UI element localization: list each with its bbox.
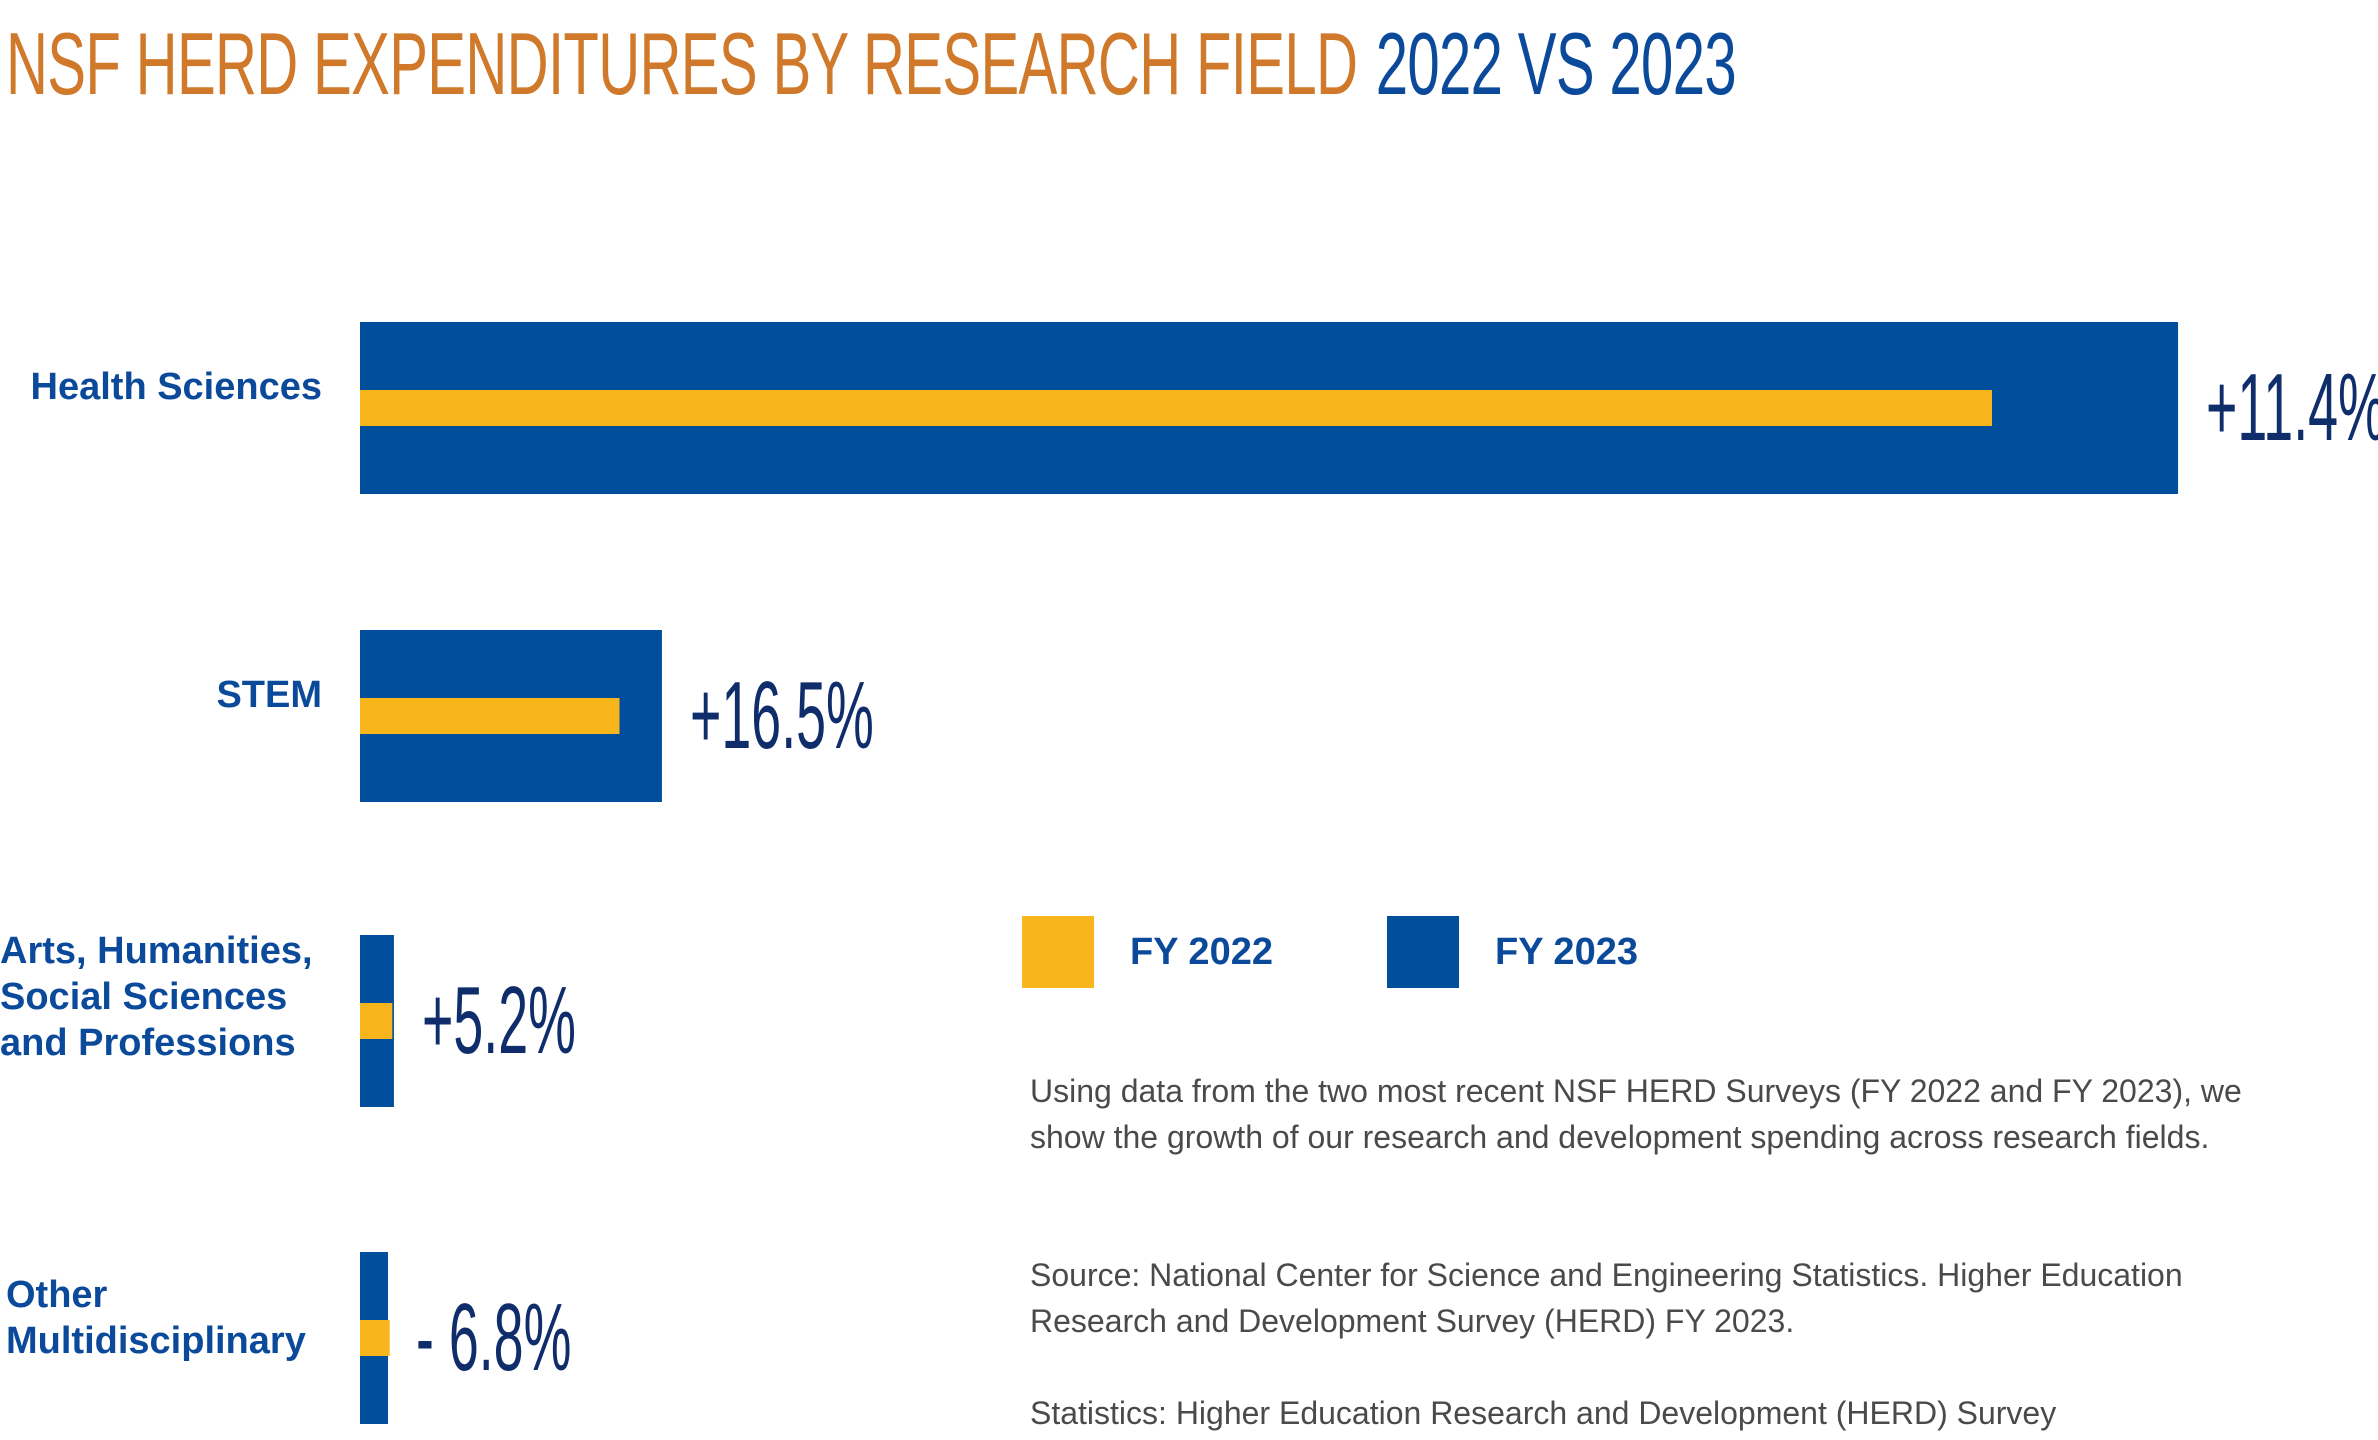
change-label-health-sciences: +11.4% (2206, 354, 2378, 461)
description-text: Using data from the two most recent NSF … (1030, 1073, 2242, 1155)
category-label-arts-humanities-social-sciences-and-professions: Arts, Humanities, Social Sciences and Prof… (0, 928, 313, 1066)
chart-title-years: 2022 VS 2023 (1375, 14, 1737, 113)
category-label-line: Other (6, 1274, 108, 1316)
statistics-text: Statistics: Higher Education Research an… (1030, 1395, 2057, 1431)
category-label-line: Arts, Humanities, (0, 930, 313, 972)
category-label-health-sciences: Health Sciences (31, 364, 322, 410)
bar-fy2022-stem (360, 698, 620, 734)
category-label-line: Health Sciences (30, 366, 322, 408)
source-text: Source: National Center for Science and … (1030, 1257, 2183, 1339)
legend-item-fy2023: FY 2023 (1387, 916, 1638, 988)
legend-swatch-fy2023 (1387, 916, 1459, 988)
category-label-line: Social Sciences (0, 976, 288, 1018)
legend-item-fy2022: FY 2022 (1022, 916, 1273, 988)
change-label-stem: +16.5% (689, 662, 874, 769)
legend-label-fy2022: FY 2022 (1130, 930, 1273, 973)
bar-fy2022-arts-humanities-social-sciences-and-professions (360, 1003, 393, 1039)
change-label-arts-humanities-social-sciences-and-professions: +5.2% (421, 967, 576, 1074)
category-label-line: Multidisciplinary (6, 1320, 306, 1362)
change-label-other-multidisciplinary: - 6.8% (416, 1284, 572, 1391)
legend-label-fy2023: FY 2023 (1495, 930, 1638, 973)
legend-swatch-fy2022 (1022, 916, 1094, 988)
chart-title-main: NSF HERD EXPENDITURES BY RESEARCH FIELD (6, 14, 1358, 113)
category-label-line: STEM (216, 674, 322, 716)
chart-title: NSF HERD EXPENDITURES BY RESEARCH FIELD 2… (6, 4, 1737, 124)
bar-fy2022-other-multidisciplinary (360, 1320, 390, 1356)
category-label-line: and Professions (0, 1022, 296, 1064)
bar-fy2022-health-sciences (360, 390, 1992, 426)
category-label-other-multidisciplinary: Other Multidisciplinary (6, 1272, 306, 1364)
category-label-stem: STEM (216, 672, 322, 718)
